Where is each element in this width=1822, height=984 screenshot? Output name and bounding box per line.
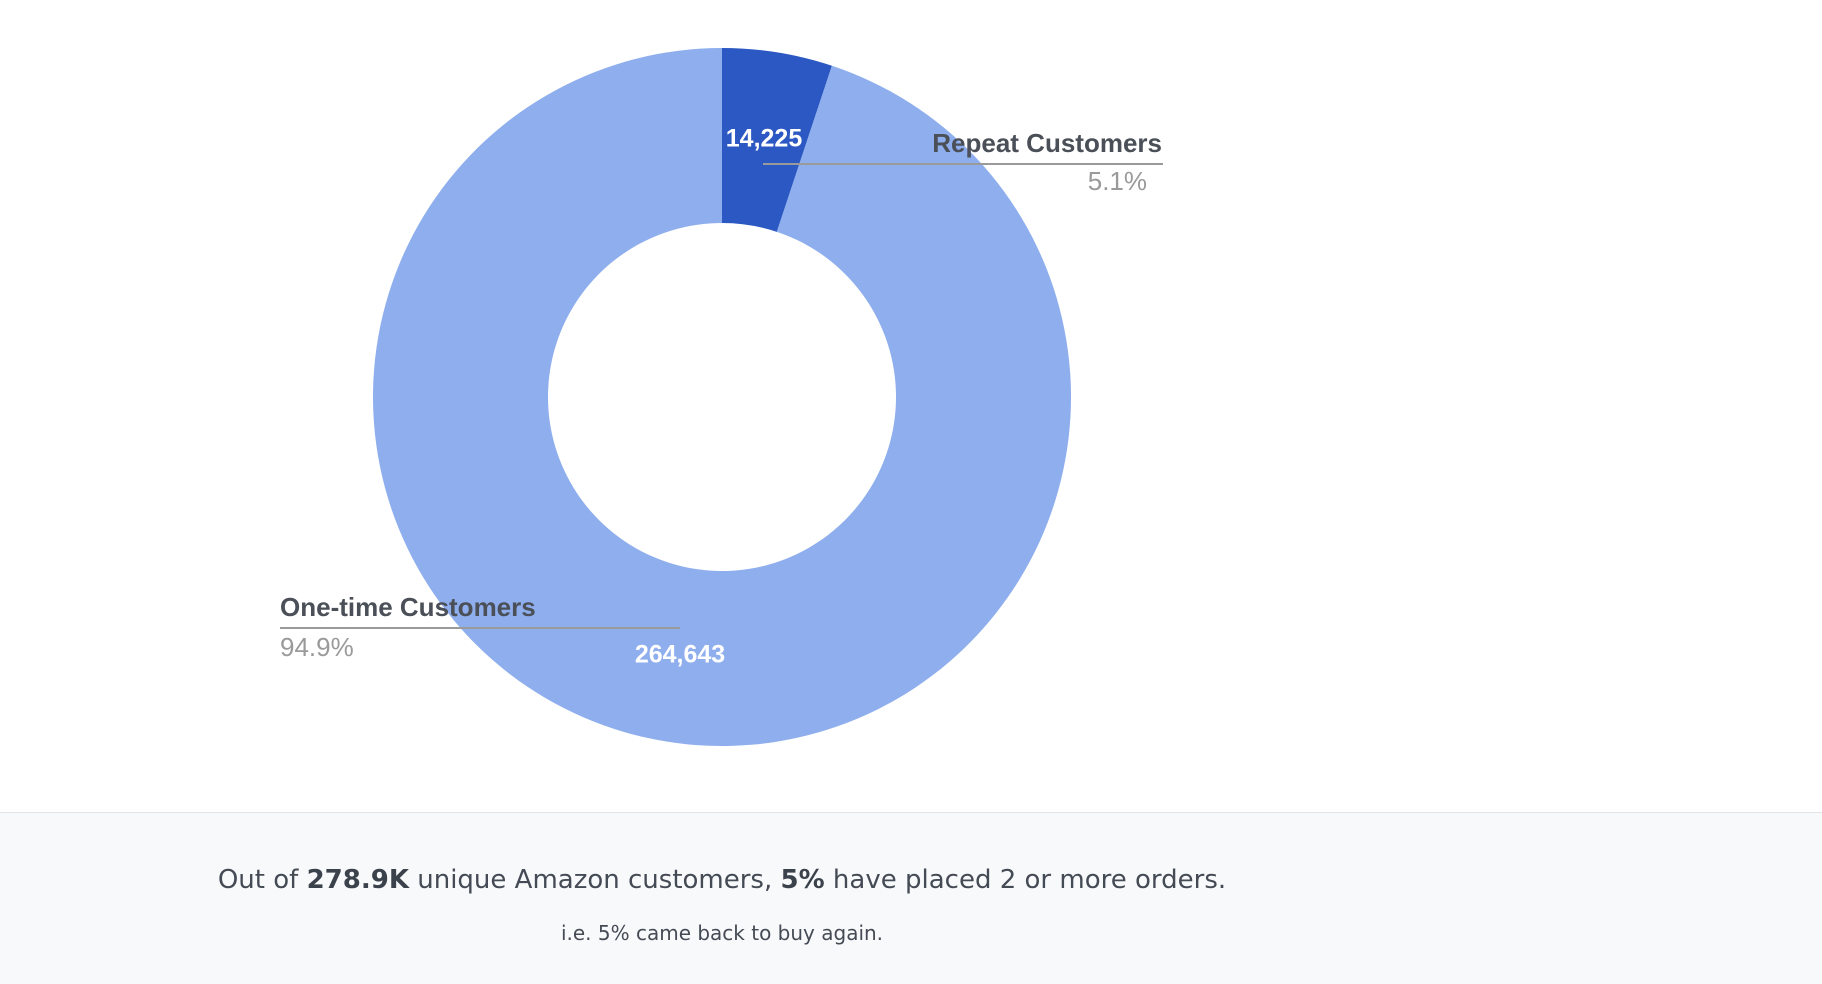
summary-note: i.e. 5% came back to buy again. bbox=[560, 921, 884, 945]
value-label: 264,643 bbox=[635, 641, 725, 669]
summary-panel: Out of 278.9K unique Amazon customers, 5… bbox=[0, 812, 1822, 984]
summary-part: have placed 2 or more orders. bbox=[824, 865, 1227, 895]
summary-part: unique Amazon customers, bbox=[408, 865, 781, 895]
percent-label: 5.1% bbox=[1088, 166, 1147, 196]
summary-part: Out of bbox=[217, 865, 307, 895]
summary-highlight: 5% bbox=[780, 865, 825, 895]
slice-label: One-time Customers bbox=[280, 592, 536, 622]
slice bbox=[373, 48, 1072, 747]
slice-label: Repeat Customers bbox=[932, 128, 1162, 158]
summary-highlight: 278.9K bbox=[306, 865, 409, 895]
percent-label: 94.9% bbox=[280, 632, 354, 662]
summary-text: Out of 278.9K unique Amazon customers, 5… bbox=[0, 865, 1444, 895]
value-label: 14,225 bbox=[726, 125, 803, 153]
slice bbox=[722, 48, 832, 232]
chart: Repeat Customers 5.1% 14,225 One-time Custo… bbox=[280, 48, 1163, 747]
